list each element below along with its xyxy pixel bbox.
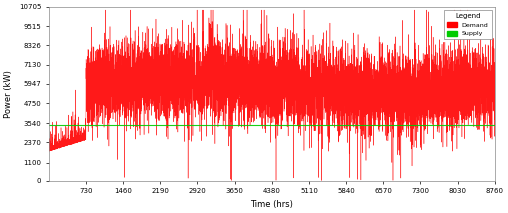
Y-axis label: Power (kW): Power (kW) bbox=[4, 70, 13, 118]
Legend: Demand, Supply: Demand, Supply bbox=[444, 10, 492, 39]
X-axis label: Time (hrs): Time (hrs) bbox=[250, 200, 293, 209]
